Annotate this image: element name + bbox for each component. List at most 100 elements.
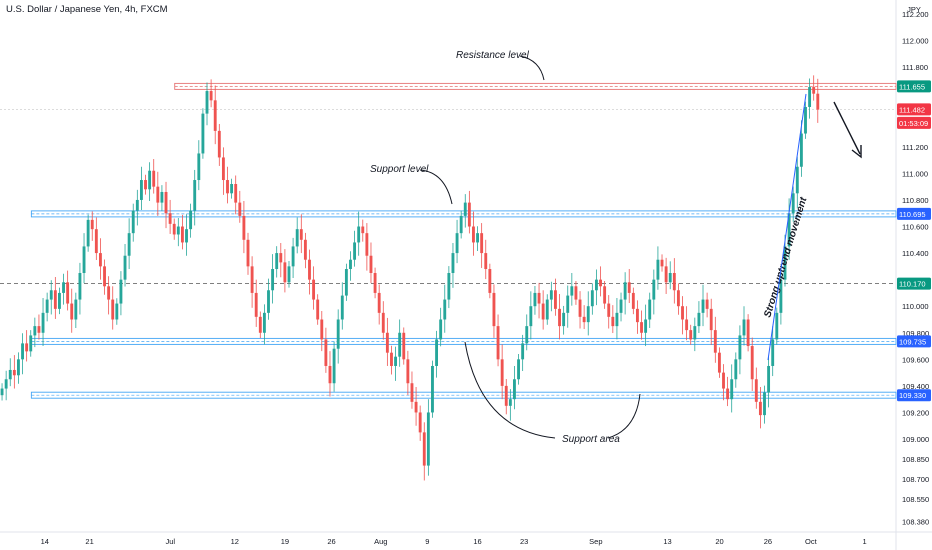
candle-body <box>426 412 430 466</box>
candle-body <box>213 100 217 131</box>
y-tick-label: 111.200 <box>902 143 928 152</box>
candle-body <box>127 233 131 256</box>
candle-body <box>164 191 168 214</box>
x-tick-label: Oct <box>805 537 818 546</box>
candle-body <box>176 226 180 235</box>
candle-body <box>275 253 279 270</box>
candle-body <box>66 282 70 304</box>
candle-body <box>672 273 676 291</box>
candle-body <box>713 330 717 353</box>
candle-body <box>558 308 561 327</box>
projection-arrow <box>833 101 861 155</box>
candle-body <box>570 286 574 296</box>
candle-body <box>394 356 398 366</box>
candle-body <box>734 359 738 380</box>
candle-body <box>607 303 611 317</box>
candle-body <box>246 239 250 267</box>
candle-body <box>500 359 504 386</box>
candle-body <box>816 93 820 110</box>
price-tag <box>897 103 931 116</box>
candle-body <box>373 273 377 293</box>
candle-body <box>250 266 254 293</box>
candle-body <box>795 166 799 194</box>
y-tick-label: 110.800 <box>902 196 929 205</box>
x-tick-label: 26 <box>764 537 772 546</box>
candle-body <box>763 392 766 416</box>
candle-body <box>545 299 549 320</box>
candle-body <box>8 369 12 380</box>
candle-body <box>726 388 730 400</box>
candle-body <box>611 316 615 327</box>
x-tick-label: 14 <box>41 537 49 546</box>
candle-body <box>377 292 381 313</box>
candle-body <box>37 326 41 333</box>
candle-body <box>86 219 90 247</box>
candle-body <box>139 180 143 200</box>
candle-body <box>791 193 795 214</box>
candle-body <box>738 335 742 360</box>
projection-arrowhead <box>851 145 862 159</box>
candle-body <box>74 299 78 320</box>
candle-body <box>58 292 61 309</box>
candle-body <box>29 335 33 352</box>
candle-body <box>25 343 29 352</box>
price-tag-label: 110.170 <box>899 280 926 289</box>
candle-body <box>492 292 496 327</box>
candle-body <box>107 286 111 300</box>
candle-body <box>472 226 475 243</box>
candle-body <box>238 202 242 216</box>
candle-body <box>361 226 365 234</box>
candle-body <box>17 359 20 376</box>
candle-body <box>82 246 86 273</box>
candle-body <box>685 319 689 331</box>
candle-body <box>357 226 361 243</box>
y-tick-label: 109.800 <box>902 329 929 338</box>
candle-body <box>676 290 680 307</box>
candle-body <box>529 306 533 327</box>
candle-body <box>431 365 434 413</box>
candle-body <box>0 388 4 396</box>
candle-body <box>656 259 660 280</box>
candle-body <box>111 299 115 320</box>
candle-body <box>631 292 635 309</box>
candle-body <box>316 299 320 320</box>
candle-body <box>648 299 652 320</box>
candle-body <box>746 319 750 347</box>
candle-body <box>750 346 754 380</box>
candle-body <box>783 246 787 280</box>
candle-body <box>283 262 287 283</box>
candle-body <box>340 295 344 320</box>
candle-body <box>455 233 459 254</box>
candle-body <box>410 383 414 402</box>
price-tag-label: 111.482 <box>899 105 925 114</box>
annotations: Resistance level Support level Support are… <box>370 50 862 445</box>
candle-body <box>381 312 385 333</box>
y-tick-label: 111.000 <box>902 169 928 178</box>
candle-body <box>402 332 406 360</box>
candle-body <box>709 308 713 331</box>
candle-body <box>537 292 541 304</box>
candle-body <box>422 432 426 466</box>
y-tick-label: 111.800 <box>902 63 928 72</box>
candle-body <box>566 295 570 313</box>
price-tag-label: 01:53:09 <box>899 119 928 128</box>
candle-body <box>668 273 672 283</box>
annotation-arrow <box>519 55 545 81</box>
candle-body <box>562 312 566 327</box>
x-tick-label: Jul <box>165 537 175 546</box>
candle-body <box>70 303 74 320</box>
candle-body <box>123 255 127 280</box>
candle-body <box>804 106 807 134</box>
candle-body <box>234 184 238 203</box>
candle-body <box>94 229 98 254</box>
candle-body <box>12 369 16 376</box>
candle-body <box>180 226 184 243</box>
candle-body <box>41 312 45 333</box>
candle-body <box>484 253 488 270</box>
candle-body <box>619 299 623 313</box>
candle-body <box>312 279 316 300</box>
candle-body <box>496 326 500 360</box>
candle-body <box>504 385 508 406</box>
